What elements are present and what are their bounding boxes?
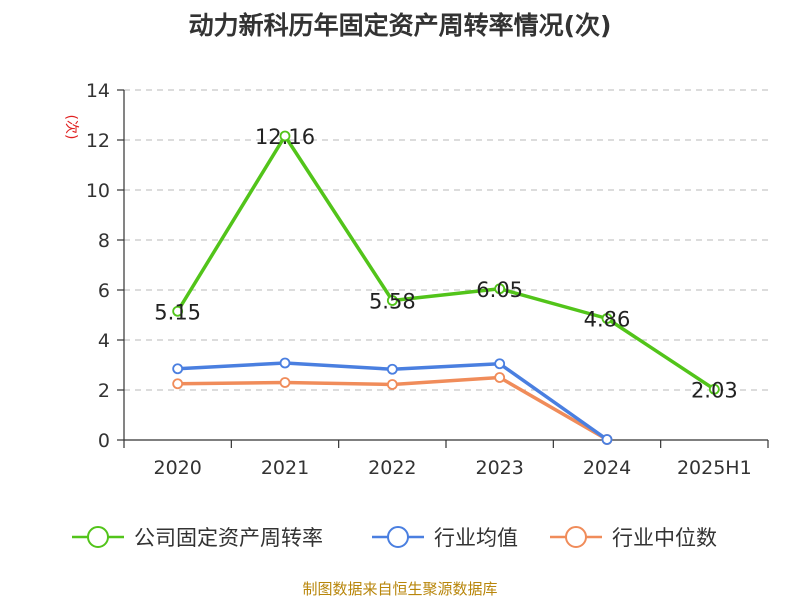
data-point [494,372,506,383]
data-point [494,358,506,370]
chart-title: 动力新科历年固定资产周转率情况(次) [188,11,612,40]
legend-marker [387,526,409,548]
data-point [494,283,506,295]
y-tick-label: 4 [98,330,110,352]
y-tick-label: 0 [98,430,110,452]
series-2 [172,372,613,445]
legend-marker [87,526,109,548]
data-point [386,363,398,375]
data-point [386,295,398,306]
y-tick-label: 14 [86,80,110,102]
data-point [279,130,291,142]
data-point [279,377,291,388]
series-line [176,134,716,391]
legend-label: 公司固定资产周转率 [134,526,323,550]
data-point [172,378,184,390]
y-tick-label: 12 [86,130,110,152]
data-point [279,357,291,369]
x-tick-label: 2020 [153,457,201,479]
y-tick-label: 6 [98,280,110,302]
data-point [172,305,184,317]
axes: 0 2 4 6 8 10 12 14 (次) 2020 2021 2022 2023 2024 2025H1 [63,80,769,479]
series-1 [172,357,613,445]
data-point [172,363,184,375]
data-label: 4.86 [584,308,631,332]
x-tick-label: 2024 [583,457,631,479]
y-axis-unit: (次) [63,115,79,140]
legend-marker [565,526,587,548]
legend-item-0: 公司固定资产周转率 [72,526,323,550]
x-tick-label: 2021 [261,457,309,479]
y-tick-label: 10 [86,180,110,202]
data-point [601,434,613,445]
data-point [601,313,613,324]
data-label: 5.15 [154,300,201,324]
y-tick-label: 2 [98,380,110,402]
legend: 公司固定资产周转率 行业均值 行业中位数 [72,526,717,550]
data-point [708,383,720,395]
legend-item-2: 行业中位数 [550,526,717,550]
data-labels: 5.15 12.16 5.58 6.05 4.86 2.03 [154,125,737,402]
x-tick-label: 2023 [475,457,523,479]
series-lines [172,130,720,445]
x-tick-label: 2025H1 [677,457,752,479]
data-label: 12.16 [255,125,315,149]
data-point [386,379,398,390]
data-label: 2.03 [691,378,738,402]
data-label: 6.05 [476,278,523,302]
series-0 [172,130,720,395]
y-tick-label: 8 [98,230,110,252]
legend-label: 行业均值 [434,526,518,550]
data-label: 5.58 [369,290,416,314]
source-note: 制图数据来自恒生聚源数据库 [302,580,498,598]
legend-label: 行业中位数 [612,526,717,550]
legend-item-1: 行业均值 [372,526,518,550]
grid-lines [124,89,768,391]
x-tick-label: 2022 [368,457,416,479]
